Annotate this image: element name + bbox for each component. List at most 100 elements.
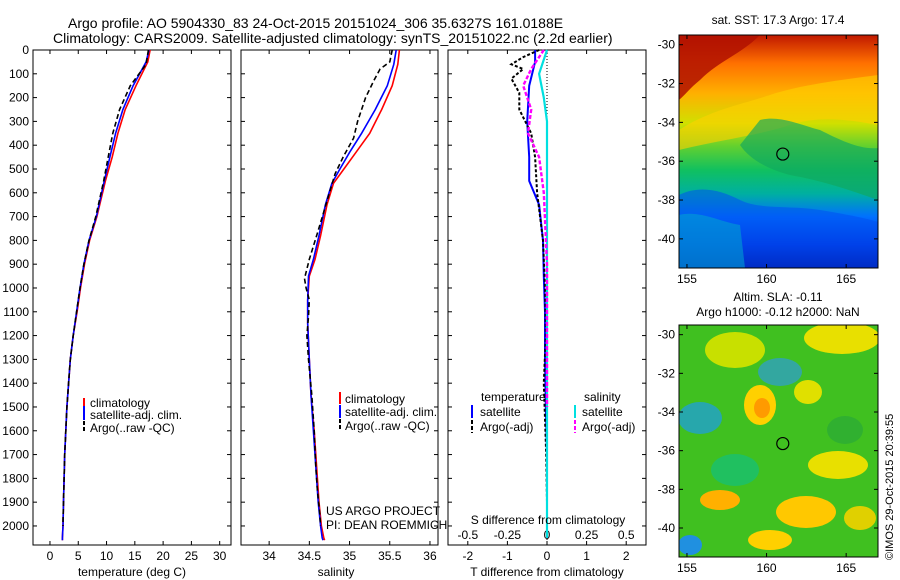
depth-tick-label: 500 — [9, 162, 29, 176]
sst-map: sat. SST: 17.3 Argo: 17.4 155 160 165 -30 -3… — [658, 13, 879, 286]
salinity-xlabel: salinity — [318, 565, 355, 579]
temperature-axes-frame — [32, 49, 232, 546]
lat-tick-label: -38 — [658, 482, 676, 496]
s-tick-label: 0.5 — [618, 528, 635, 542]
s-argo-diff-line — [521, 49, 549, 407]
lat-tick-label: -40 — [658, 232, 676, 246]
depth-tick-label: 2000 — [2, 519, 29, 533]
s-tick-label: -0.5 — [457, 528, 478, 542]
x-tick-label: 5 — [75, 549, 82, 563]
lat-tick-label: -30 — [658, 328, 676, 342]
legend-salinity-title: salinity — [584, 390, 621, 404]
depth-tick-label: 1200 — [2, 329, 29, 343]
lat-tick-label: -40 — [658, 521, 676, 535]
climatology-line — [306, 49, 401, 541]
legend-s-argo-label: Argo(-adj) — [582, 420, 635, 434]
x-tick-label: -2 — [462, 549, 473, 563]
x-tick-label: 0 — [47, 549, 54, 563]
x-tick-label: -1 — [502, 549, 513, 563]
lat-tick-label: -38 — [658, 193, 676, 207]
sla-map-title: Altim. SLA: -0.11 — [733, 290, 822, 304]
lat-tick-label: -34 — [658, 405, 676, 419]
salinity-profiles — [303, 49, 401, 541]
depth-tick-label: 1600 — [2, 424, 29, 438]
lat-tick-label: -30 — [658, 38, 676, 52]
x-tick-label: 35.5 — [378, 549, 402, 563]
depth-tick-label: 1000 — [2, 281, 29, 295]
x-tick-label: 20 — [156, 549, 170, 563]
sst-map-axes: 155 160 165 -30 -32 -34 -36 -38 -40 — [658, 35, 878, 286]
depth-tick-label: 0 — [22, 43, 29, 57]
depth-tick-label: 200 — [9, 91, 29, 105]
depth-tick-label: 600 — [9, 186, 29, 200]
depth-tick-label: 1900 — [2, 495, 29, 509]
depth-tick-label: 1700 — [2, 448, 29, 462]
t-argo-diff-line — [509, 49, 548, 526]
x-tick-label: 34 — [262, 549, 276, 563]
depth-tick-label: 1100 — [3, 305, 29, 319]
pi-credit: PI: DEAN ROEMMICH — [326, 518, 447, 532]
legend-argo-label: Argo(..raw -QC) — [345, 419, 430, 433]
project-credit: US ARGO PROJECT — [326, 504, 441, 518]
difference-profiles — [509, 49, 549, 538]
depth-tick-label: 1800 — [2, 471, 29, 485]
argo-line — [62, 49, 150, 526]
s-satellite-diff-line — [537, 49, 549, 538]
depth-tick-label: 1300 — [2, 352, 29, 366]
header-line2: Climatology: CARS2009. Satellite-adjuste… — [53, 30, 613, 46]
s-tick-label: -0.25 — [494, 528, 522, 542]
legend-satellite-label: satellite-adj. clim. — [345, 405, 437, 419]
depth-tick-label: 1500 — [2, 400, 29, 414]
temperature-legend: climatology satellite-adj. clim. Argo(..… — [83, 396, 182, 435]
satellite-adj-line — [306, 49, 397, 541]
lat-tick-label: -32 — [658, 77, 676, 91]
x-tick-label: 35 — [343, 549, 357, 563]
x-tick-label: 10 — [100, 549, 114, 563]
lat-tick-label: -36 — [658, 154, 676, 168]
salinity-panel: 34 34.5 35 35.5 36 salinity climatology sate… — [240, 49, 447, 579]
lon-tick-label: 160 — [757, 561, 777, 575]
sla-map: Altim. SLA: -0.11 Argo h1000: -0.12 h200… — [658, 290, 879, 575]
legend-t-argo-label: Argo(-adj) — [480, 420, 533, 434]
climatology-line — [61, 49, 151, 541]
legend-climatology-label: climatology — [345, 392, 405, 406]
temperature-x-axis: 0 5 10 15 20 25 30 — [47, 50, 227, 563]
argo-float-marker — [776, 147, 790, 161]
header-line1: Argo profile: AO 5904330_83 24-Oct-2015 … — [68, 15, 563, 31]
lat-tick-label: -34 — [658, 115, 676, 129]
difference-legend: temperature salinity satellite Argo(-adj… — [471, 390, 635, 434]
imos-credit: ©IMOS 29-Oct-2015 20:39:55 — [884, 414, 896, 560]
t-difference-label: T difference from climatology — [470, 565, 624, 579]
lon-tick-label: 155 — [677, 272, 697, 286]
depth-tick-label: 700 — [9, 210, 29, 224]
legend-argo-label: Argo(..raw -QC) — [90, 421, 175, 435]
legend-climatology-label: climatology — [90, 396, 150, 410]
lon-tick-label: 165 — [836, 272, 856, 286]
depth-tick-label: 100 — [9, 67, 29, 81]
legend-s-satellite-label: satellite — [582, 405, 623, 419]
depth-tick-label: 1400 — [2, 376, 29, 390]
x-tick-label: 15 — [128, 549, 142, 563]
lat-tick-label: -36 — [658, 444, 676, 458]
sst-map-title: sat. SST: 17.3 Argo: 17.4 — [712, 13, 845, 27]
depth-tick-label: 900 — [9, 257, 29, 271]
argo-line — [303, 49, 393, 527]
argo-float-marker — [776, 436, 790, 451]
depth-tick-label: 400 — [9, 138, 29, 152]
satellite-adj-line — [61, 49, 150, 541]
temperature-profiles — [61, 49, 151, 541]
sla-field — [679, 325, 878, 557]
salinity-legend: climatology satellite-adj. clim. Argo(..… — [339, 392, 437, 433]
legend-satellite-label: satellite-adj. clim. — [90, 408, 182, 422]
x-tick-label: 34.5 — [298, 549, 322, 563]
s-difference-label: S difference from climatology — [471, 513, 626, 527]
s-tick-label: 0.25 — [575, 528, 599, 542]
x-tick-label: 30 — [213, 549, 227, 563]
x-tick-label: 0 — [544, 549, 551, 563]
x-tick-label: 1 — [583, 549, 590, 563]
legend-temperature-title: temperature — [481, 390, 546, 404]
sst-field — [679, 35, 878, 268]
lon-tick-label: 160 — [757, 272, 777, 286]
temperature-xlabel: temperature (deg C) — [78, 565, 186, 579]
